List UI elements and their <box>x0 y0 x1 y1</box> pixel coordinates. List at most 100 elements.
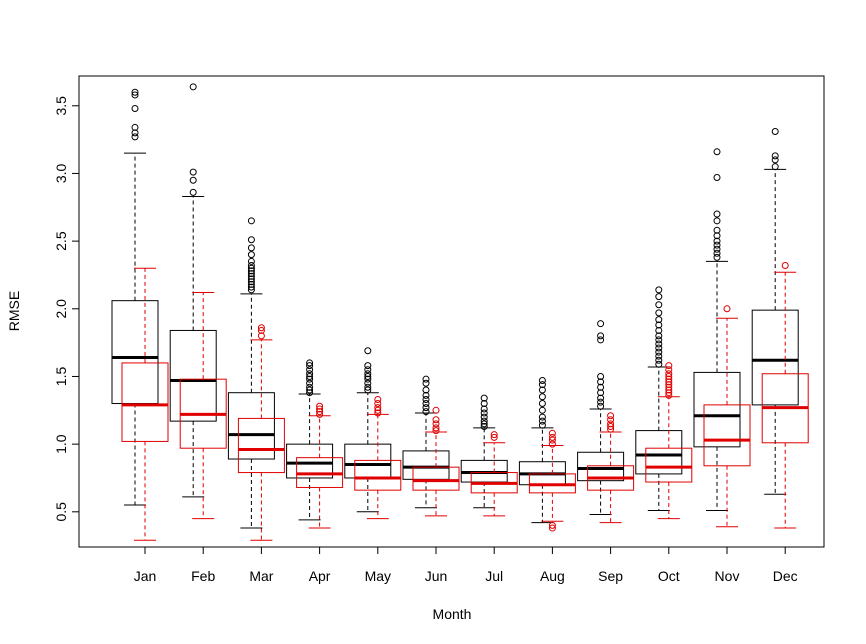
box-group <box>587 412 635 524</box>
outlier-point <box>374 400 382 408</box>
x-tick-label: Sep <box>598 568 623 584</box>
outlier-point <box>655 360 663 368</box>
outlier-point <box>432 424 440 432</box>
outlier-point <box>597 398 605 406</box>
outlier-point <box>490 433 498 441</box>
outlier-point <box>713 253 721 261</box>
x-axis: Jan Feb Mar Apr May Jun Jul Aug Sep Oct Nov Dec <box>134 546 798 584</box>
outlier-point <box>655 321 663 329</box>
outlier-point <box>655 344 663 352</box>
outlier-point <box>364 370 372 378</box>
outlier-point <box>306 372 314 380</box>
outlier-point <box>548 524 556 532</box>
outlier-point <box>422 391 430 399</box>
outlier-point <box>597 383 605 391</box>
y-tick-label: 0.5 <box>53 502 69 522</box>
outlier-point <box>257 332 265 340</box>
outlier-point <box>665 386 673 394</box>
outlier-point <box>607 425 615 433</box>
box-group <box>703 305 751 528</box>
outlier-point <box>306 359 314 367</box>
outlier-point <box>607 420 615 428</box>
box-iqr <box>286 443 334 479</box>
outlier-point <box>723 305 731 313</box>
outlier-point <box>432 427 440 435</box>
box-group <box>402 375 450 509</box>
outlier-point <box>538 381 546 389</box>
box-group <box>227 217 275 529</box>
outlier-point <box>247 264 255 272</box>
outlier-point <box>665 383 673 391</box>
x-tick-label: Nov <box>715 568 740 584</box>
outlier-point <box>306 383 314 391</box>
outlier-point <box>189 176 197 184</box>
box-iqr <box>645 447 693 483</box>
outlier-point <box>364 362 372 370</box>
outlier-point <box>257 326 265 334</box>
box-iqr <box>693 371 741 448</box>
x-tick-label: Oct <box>658 568 680 584</box>
box-iqr <box>412 466 460 491</box>
outlier-point <box>713 232 721 240</box>
outlier-point <box>665 381 673 389</box>
box-group <box>354 395 402 520</box>
box-iqr <box>635 430 683 475</box>
x-tick-label: Mar <box>249 568 273 584</box>
outlier-point <box>655 352 663 360</box>
outlier-point <box>432 420 440 428</box>
outlier-point <box>713 210 721 218</box>
box-group <box>296 402 344 529</box>
box-group <box>528 429 576 532</box>
outlier-point <box>713 241 721 249</box>
box-group <box>169 83 217 498</box>
outlier-point <box>189 168 197 176</box>
y-axis: 0.5 1.0 1.5 2.0 2.5 3.0 3.5 <box>53 96 80 522</box>
outlier-point <box>422 386 430 394</box>
outlier-point <box>538 406 546 414</box>
outlier-point <box>257 324 265 332</box>
outlier-point <box>480 405 488 413</box>
outlier-point <box>548 436 556 444</box>
outlier-point <box>432 406 440 414</box>
outlier-point <box>306 375 314 383</box>
box-group <box>121 267 169 541</box>
outlier-point <box>771 152 779 160</box>
outlier-point <box>364 375 372 383</box>
x-tick-label: Jun <box>425 568 448 584</box>
outlier-point <box>597 372 605 380</box>
outlier-point <box>781 261 789 269</box>
outlier-point <box>597 332 605 340</box>
boxes-layer <box>111 83 809 541</box>
outlier-point <box>713 249 721 257</box>
outlier-point <box>422 408 430 416</box>
outlier-point <box>665 389 673 397</box>
outlier-point <box>364 379 372 387</box>
outlier-point <box>422 400 430 408</box>
box-group <box>518 377 566 524</box>
plot-frame <box>78 75 825 548</box>
outlier-point <box>597 394 605 402</box>
outlier-point <box>480 420 488 428</box>
outlier-point <box>306 386 314 394</box>
outlier-point <box>189 83 197 91</box>
outlier-point <box>655 332 663 340</box>
outlier-point <box>131 133 139 141</box>
outlier-point <box>607 423 615 431</box>
outlier-point <box>422 395 430 403</box>
y-tick-label: 1.0 <box>53 434 69 454</box>
outlier-point <box>364 347 372 355</box>
outlier-point <box>713 148 721 156</box>
outlier-point <box>607 416 615 424</box>
y-tick-label: 3.5 <box>53 96 69 116</box>
box-group <box>286 359 334 521</box>
outlier-point <box>364 366 372 374</box>
outlier-point <box>713 245 721 253</box>
outlier-point <box>597 336 605 344</box>
outlier-point <box>247 267 255 275</box>
outlier-point <box>247 280 255 288</box>
outlier-point <box>655 293 663 301</box>
outlier-point <box>247 283 255 291</box>
outlier-point <box>771 127 779 135</box>
y-tick-label: 2.0 <box>53 299 69 319</box>
